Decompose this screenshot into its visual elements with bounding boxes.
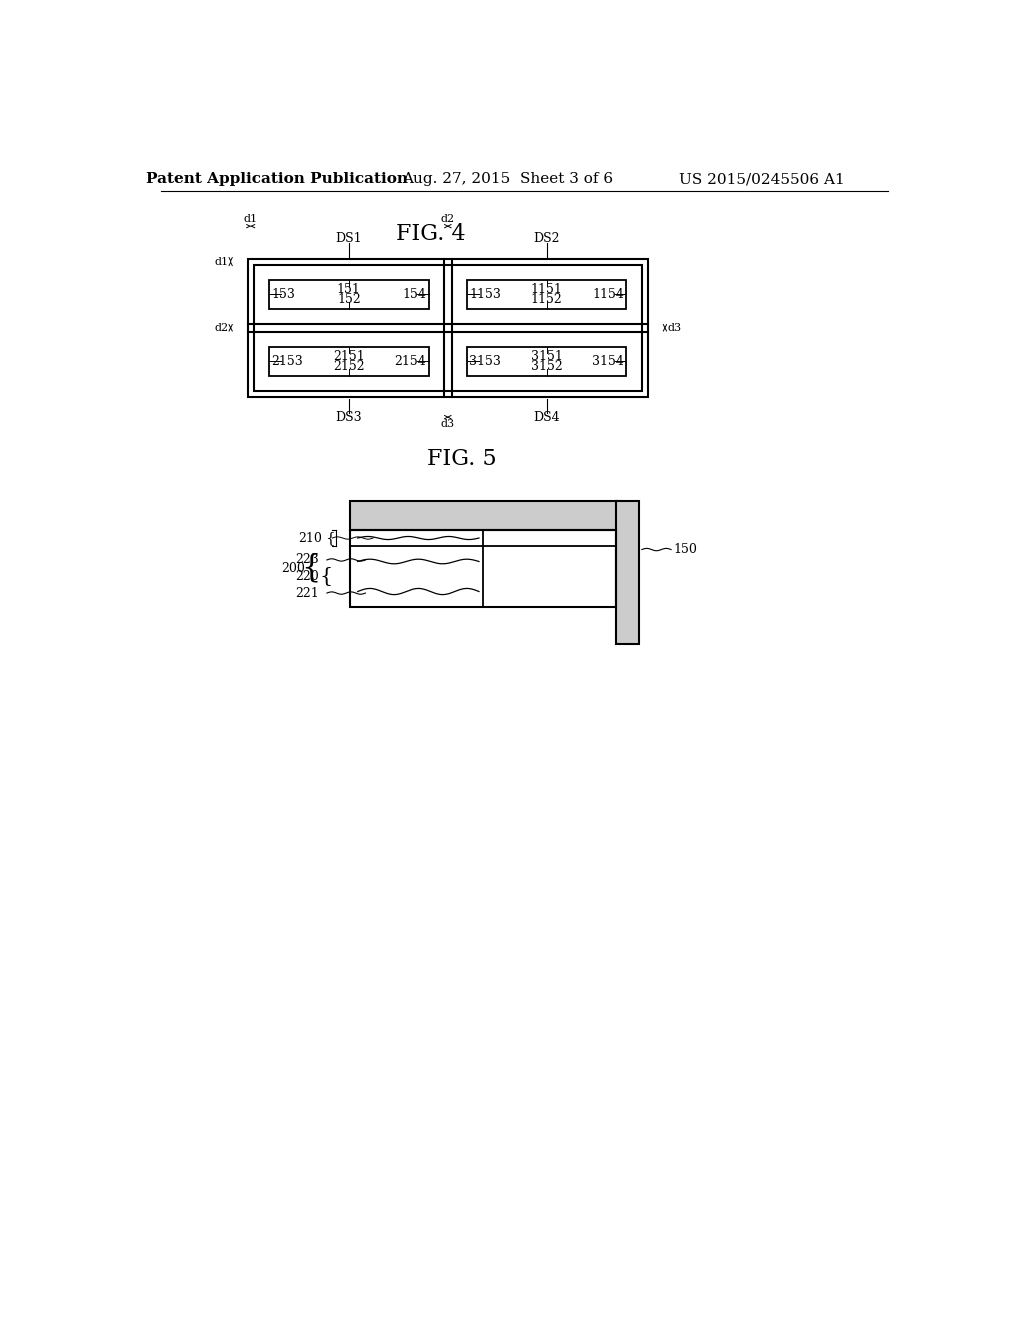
Text: 1152: 1152 bbox=[530, 293, 562, 306]
Text: 3152: 3152 bbox=[530, 360, 562, 372]
Text: 151: 151 bbox=[337, 282, 360, 296]
Text: 1154: 1154 bbox=[592, 288, 625, 301]
Bar bbox=[269, 347, 429, 376]
Bar bbox=[350, 529, 615, 607]
Text: FIG. 4: FIG. 4 bbox=[396, 223, 466, 246]
Text: 152: 152 bbox=[337, 293, 360, 306]
Text: d2: d2 bbox=[440, 214, 455, 224]
Text: 223: 223 bbox=[295, 553, 318, 566]
Text: 3151: 3151 bbox=[530, 350, 562, 363]
Text: 2154: 2154 bbox=[394, 355, 426, 368]
Text: 2151: 2151 bbox=[333, 350, 365, 363]
Text: {: { bbox=[319, 568, 333, 586]
Text: 1151: 1151 bbox=[530, 282, 562, 296]
Text: DS1: DS1 bbox=[336, 232, 362, 246]
Text: 210: 210 bbox=[298, 532, 323, 545]
Text: d1: d1 bbox=[244, 214, 258, 224]
Text: 154: 154 bbox=[402, 288, 426, 301]
Text: Aug. 27, 2015  Sheet 3 of 6: Aug. 27, 2015 Sheet 3 of 6 bbox=[402, 172, 613, 186]
Text: DS2: DS2 bbox=[534, 232, 560, 246]
Text: 1153: 1153 bbox=[469, 288, 501, 301]
Text: 2152: 2152 bbox=[333, 360, 365, 372]
Text: d3: d3 bbox=[440, 418, 455, 429]
Text: d1: d1 bbox=[214, 256, 228, 267]
Text: 150: 150 bbox=[674, 543, 697, 556]
Text: DS3: DS3 bbox=[336, 411, 362, 424]
Text: {: { bbox=[325, 531, 335, 545]
Text: 221: 221 bbox=[295, 586, 318, 599]
Text: d2: d2 bbox=[214, 323, 228, 333]
Text: 3154: 3154 bbox=[592, 355, 625, 368]
Text: Patent Application Publication: Patent Application Publication bbox=[145, 172, 408, 186]
Text: DS4: DS4 bbox=[534, 411, 560, 424]
Text: 3153: 3153 bbox=[469, 355, 501, 368]
Text: {: { bbox=[301, 553, 321, 583]
Bar bbox=[467, 347, 627, 376]
Text: 220: 220 bbox=[295, 570, 318, 583]
Text: FIG. 5: FIG. 5 bbox=[427, 447, 497, 470]
Text: 2153: 2153 bbox=[271, 355, 303, 368]
Bar bbox=[350, 502, 620, 529]
Bar bbox=[615, 502, 639, 644]
Text: d3: d3 bbox=[667, 323, 681, 333]
Text: 200: 200 bbox=[282, 561, 305, 574]
Bar bbox=[269, 280, 429, 309]
Bar bbox=[467, 280, 627, 309]
Text: 153: 153 bbox=[271, 288, 295, 301]
Text: US 2015/0245506 A1: US 2015/0245506 A1 bbox=[679, 172, 845, 186]
Bar bbox=[254, 264, 642, 391]
Bar bbox=[248, 259, 648, 397]
